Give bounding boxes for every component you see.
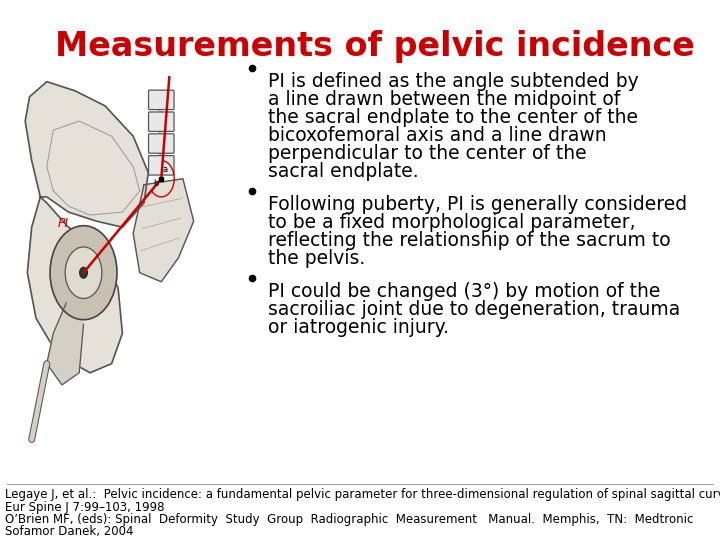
FancyBboxPatch shape <box>148 90 174 110</box>
Text: PI could be changed (3°) by motion of the: PI could be changed (3°) by motion of th… <box>268 282 660 301</box>
Text: b: b <box>154 179 159 188</box>
Circle shape <box>50 226 117 320</box>
Text: a line drawn between the midpoint of: a line drawn between the midpoint of <box>268 90 620 109</box>
Text: the pelvis.: the pelvis. <box>268 249 365 268</box>
Text: Measurements of pelvic incidence: Measurements of pelvic incidence <box>55 30 695 63</box>
Text: O’Brien MF, (eds): Spinal  Deformity  Study  Group  Radiographic  Measurement   : O’Brien MF, (eds): Spinal Deformity Stud… <box>5 513 693 526</box>
FancyBboxPatch shape <box>148 112 174 131</box>
Text: or iatrogenic injury.: or iatrogenic injury. <box>268 318 449 337</box>
Text: sacral endplate.: sacral endplate. <box>268 162 418 181</box>
Text: Sofamor Danek, 2004: Sofamor Danek, 2004 <box>5 525 133 538</box>
Polygon shape <box>25 82 148 227</box>
Text: perpendicular to the center of the: perpendicular to the center of the <box>268 144 587 163</box>
Circle shape <box>66 247 102 299</box>
FancyBboxPatch shape <box>148 156 174 175</box>
Text: reflecting the relationship of the sacrum to: reflecting the relationship of the sacru… <box>268 231 670 250</box>
FancyBboxPatch shape <box>148 134 174 153</box>
Text: bicoxofemoral axis and a line drawn: bicoxofemoral axis and a line drawn <box>268 126 607 145</box>
Text: PI: PI <box>58 217 69 230</box>
Text: to be a fixed morphological parameter,: to be a fixed morphological parameter, <box>268 213 636 232</box>
Polygon shape <box>47 303 84 385</box>
Text: PI is defined as the angle subtended by: PI is defined as the angle subtended by <box>268 72 639 91</box>
Text: Legaye J, et al.:  Pelvic incidence: a fundamental pelvic parameter for three-di: Legaye J, et al.: Pelvic incidence: a fu… <box>5 488 720 501</box>
Text: a: a <box>163 165 168 174</box>
Polygon shape <box>133 179 194 282</box>
Text: Eur Spine J 7:99–103, 1998: Eur Spine J 7:99–103, 1998 <box>5 501 164 514</box>
Circle shape <box>80 267 87 278</box>
Text: sacroiliac joint due to degeneration, trauma: sacroiliac joint due to degeneration, tr… <box>268 300 680 319</box>
Polygon shape <box>27 197 122 373</box>
Text: the sacral endplate to the center of the: the sacral endplate to the center of the <box>268 108 638 127</box>
Text: Following puberty, PI is generally considered: Following puberty, PI is generally consi… <box>268 195 687 214</box>
